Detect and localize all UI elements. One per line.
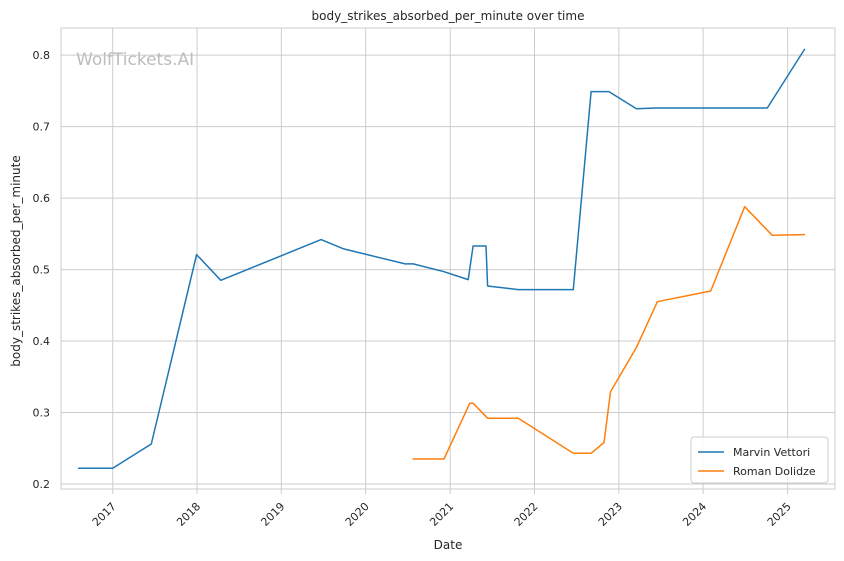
y-axis-title: body_strikes_absorbed_per_minute <box>9 155 23 366</box>
legend-box <box>690 436 829 484</box>
y-tick-label: 0.2 <box>33 478 51 491</box>
series-line-roman-dolidze <box>412 205 806 460</box>
y-tick-label: 0.5 <box>33 264 51 277</box>
y-axis-tick-labels: 0.2 0.3 0.4 0.5 0.6 0.7 0.8 <box>33 49 51 491</box>
series-layer <box>77 48 806 470</box>
series-line-marvin-vettori <box>77 48 806 470</box>
plot-frame <box>60 27 836 490</box>
chart-title: body_strikes_absorbed_per_minute over ti… <box>312 9 585 23</box>
y-tick-label: 0.8 <box>33 49 51 62</box>
watermark-text: WolfTickets.AI <box>76 50 194 70</box>
legend-label-roman-dolidze: Roman Dolidze <box>733 465 816 478</box>
y-tick-label: 0.4 <box>33 335 51 348</box>
y-tick-label: 0.3 <box>33 407 51 420</box>
y-tick-label: 0.6 <box>33 192 51 205</box>
y-tick-label: 0.7 <box>33 121 51 134</box>
legend: Marvin Vettori Roman Dolidze <box>690 436 829 484</box>
grid-lines <box>61 28 835 494</box>
x-axis-title: Date <box>434 538 463 552</box>
legend-label-marvin-vettori: Marvin Vettori <box>733 446 810 459</box>
